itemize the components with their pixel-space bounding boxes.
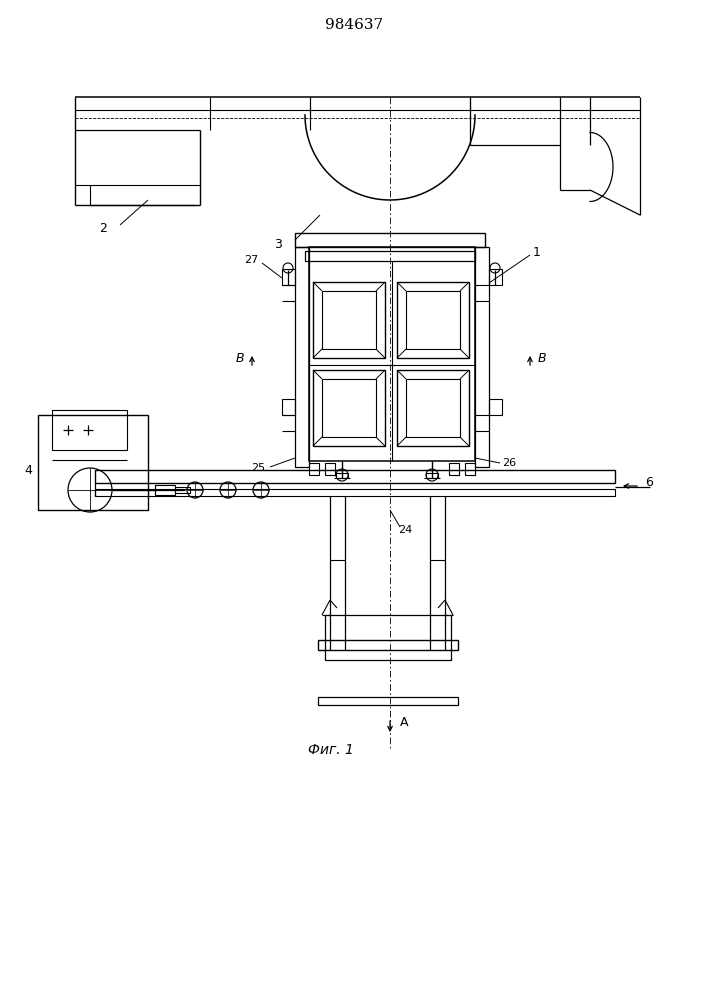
Bar (406, 291, 460, 349)
Text: В: В (538, 352, 547, 364)
Text: В: В (235, 352, 245, 364)
Text: 6: 6 (645, 476, 653, 488)
Bar (305, 251, 475, 261)
Text: 26: 26 (502, 458, 516, 468)
Bar (282, 269, 295, 285)
Bar (95, 489, 615, 496)
Bar (397, 282, 469, 358)
Bar (325, 615, 451, 660)
Bar (295, 247, 309, 467)
Text: 25: 25 (251, 463, 265, 473)
Bar (397, 370, 469, 446)
Bar (309, 463, 319, 475)
Bar (155, 485, 175, 495)
Bar (325, 463, 335, 475)
Text: 4: 4 (24, 464, 32, 477)
Bar (313, 282, 385, 358)
Bar (475, 247, 489, 467)
Text: А: А (400, 716, 409, 730)
Bar (426, 473, 438, 478)
Bar (175, 487, 190, 493)
Bar (406, 379, 460, 437)
Bar (322, 379, 376, 437)
Bar (313, 370, 385, 446)
Text: 27: 27 (244, 255, 258, 265)
Bar (318, 697, 458, 705)
Bar (336, 473, 348, 478)
Bar (489, 269, 502, 285)
Bar (38, 415, 148, 510)
Bar (489, 399, 502, 415)
Text: Фиг. 1: Фиг. 1 (308, 743, 354, 757)
Text: 984637: 984637 (325, 18, 383, 32)
Text: 2: 2 (99, 222, 107, 234)
Text: 3: 3 (274, 237, 282, 250)
Bar (52, 410, 127, 450)
Bar (322, 291, 376, 349)
Bar (449, 463, 459, 475)
Bar (295, 233, 485, 247)
Bar (309, 247, 475, 461)
Bar (282, 399, 295, 415)
Bar (318, 640, 458, 650)
Bar (465, 463, 475, 475)
Text: 1: 1 (533, 246, 541, 259)
Bar (95, 470, 615, 483)
Text: 24: 24 (398, 525, 412, 535)
